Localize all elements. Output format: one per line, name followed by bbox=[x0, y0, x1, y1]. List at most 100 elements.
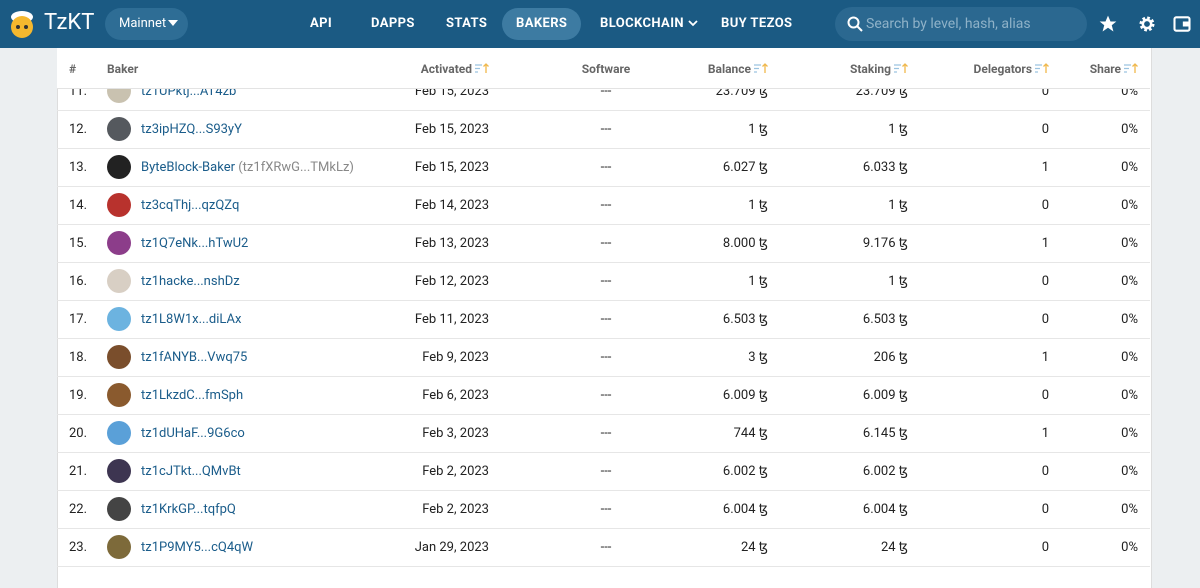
cell-software: --- bbox=[600, 84, 612, 99]
cell-share: 0% bbox=[1121, 540, 1138, 555]
nav-item[interactable]: API bbox=[310, 16, 333, 31]
cell-num: 17. bbox=[69, 312, 88, 327]
baker-avatar[interactable] bbox=[107, 383, 131, 407]
baker-link[interactable]: tz1Q7eNk...hTwU2 bbox=[141, 236, 249, 251]
cell-num: 14. bbox=[69, 198, 88, 213]
table-row: 15. tz1Q7eNk...hTwU2 Feb 13, 2023 --- 8.000 … bbox=[57, 224, 1150, 263]
cell-num: 22. bbox=[69, 502, 88, 517]
baker-link[interactable]: tz1L8W1x...diLAx bbox=[141, 312, 242, 327]
cell-share: 0% bbox=[1121, 464, 1138, 479]
cell-software: --- bbox=[600, 122, 612, 137]
cell-share: 0% bbox=[1121, 502, 1138, 517]
wallet-icon[interactable] bbox=[1172, 14, 1192, 34]
column-label: Staking bbox=[849, 62, 891, 76]
cell-software: --- bbox=[600, 540, 612, 555]
baker-link[interactable]: tz1cJTkt...QMvBt bbox=[141, 464, 241, 479]
settings-icon[interactable] bbox=[1137, 14, 1157, 34]
cell-num: 15. bbox=[69, 236, 88, 251]
cell-software: --- bbox=[600, 464, 612, 479]
baker-avatar[interactable] bbox=[107, 535, 131, 559]
nav-item[interactable]: STATS bbox=[446, 16, 488, 31]
baker-avatar[interactable] bbox=[107, 155, 131, 179]
chevron bbox=[168, 20, 178, 26]
baker-avatar[interactable] bbox=[107, 345, 131, 369]
column-header[interactable]: Activated bbox=[421, 62, 489, 76]
cell-delegators: 0 bbox=[1041, 388, 1049, 403]
search-icon bbox=[847, 16, 863, 32]
cell-share: 0% bbox=[1121, 426, 1138, 441]
column-header[interactable]: Balance bbox=[708, 62, 768, 76]
chevron bbox=[687, 20, 698, 27]
sort-icon bbox=[1124, 63, 1138, 73]
baker-link[interactable]: ByteBlock-Baker bbox=[141, 160, 235, 175]
cell-staking: 6.033 ꜩ bbox=[862, 160, 908, 175]
sort-icon bbox=[475, 63, 489, 73]
table-row: 17. tz1L8W1x...diLAx Feb 11, 2023 --- 6.503 … bbox=[57, 300, 1150, 339]
logo[interactable] bbox=[6, 8, 38, 40]
cell-delegators: 1 bbox=[1041, 160, 1049, 175]
cell-delegators: 0 bbox=[1041, 122, 1049, 137]
cell-balance: 6.027 ꜩ bbox=[722, 160, 768, 175]
baker-link[interactable]: tz1fANYB...Vwq75 bbox=[141, 350, 248, 365]
brand[interactable]: TzKT bbox=[44, 10, 95, 35]
column-header[interactable]: Staking bbox=[850, 62, 908, 76]
cell-activated: Feb 11, 2023 bbox=[414, 312, 489, 327]
cell-share: 0% bbox=[1121, 122, 1138, 137]
nav-item[interactable]: BUY TEZOS bbox=[721, 16, 793, 31]
baker-avatar[interactable] bbox=[107, 117, 131, 141]
baker-avatar[interactable] bbox=[107, 269, 131, 293]
search-box[interactable]: Search by level, hash, alias bbox=[835, 7, 1087, 41]
top-bar: TzKT Mainnet API DAPPS STATS BAKERS BLOC… bbox=[0, 0, 1200, 48]
nav-item[interactable]: BLOCKCHAIN bbox=[600, 8, 698, 40]
cell-num: 20. bbox=[69, 426, 88, 441]
baker-link[interactable]: tz1hacke...nshDz bbox=[141, 274, 240, 289]
column-header[interactable]: Delegators bbox=[974, 62, 1049, 76]
baker-link[interactable]: tz1dUHaF...9G6co bbox=[141, 426, 245, 441]
cell-activated: Feb 12, 2023 bbox=[414, 274, 489, 289]
cell-num: 16. bbox=[69, 274, 88, 289]
baker-avatar[interactable] bbox=[107, 459, 131, 483]
baker-avatar[interactable] bbox=[107, 307, 131, 331]
cell-activated: Feb 2, 2023 bbox=[422, 464, 489, 479]
cell-software: --- bbox=[600, 502, 612, 517]
cell-baker: tz1hacke...nshDz bbox=[141, 274, 240, 289]
column-label: Balance bbox=[707, 62, 751, 76]
cell-staking: 6.145 ꜩ bbox=[862, 426, 908, 441]
cell-staking: 24 ꜩ bbox=[880, 540, 908, 555]
baker-link[interactable]: tz1KrkGP...tqfpQ bbox=[141, 502, 236, 517]
column-header[interactable]: Share bbox=[1090, 62, 1138, 76]
baker-avatar[interactable] bbox=[107, 231, 131, 255]
cell-software: --- bbox=[600, 236, 612, 251]
baker-link[interactable]: tz3ipHZQ...S93yY bbox=[141, 122, 242, 137]
cell-share: 0% bbox=[1121, 312, 1138, 327]
baker-avatar[interactable] bbox=[107, 421, 131, 445]
baker-link[interactable]: tz1P9MY5...cQ4qW bbox=[141, 540, 254, 555]
baker-avatar[interactable] bbox=[107, 193, 131, 217]
favorites-icon[interactable] bbox=[1098, 14, 1118, 34]
table-row: 18. tz1fANYB...Vwq75 Feb 9, 2023 --- 3 ꜩ 206 … bbox=[57, 338, 1150, 377]
nav-item[interactable]: BAKERS bbox=[502, 8, 582, 40]
cell-num: 13. bbox=[69, 160, 88, 175]
cell-delegators: 0 bbox=[1041, 198, 1049, 213]
nav-item[interactable]: DAPPS bbox=[371, 16, 415, 31]
column-label: Activated bbox=[420, 62, 472, 76]
cell-staking: 1 ꜩ bbox=[888, 122, 908, 137]
network-select[interactable]: Mainnet bbox=[105, 8, 188, 40]
baker-avatar[interactable] bbox=[107, 497, 131, 521]
cell-software: --- bbox=[600, 388, 612, 403]
table-row: 13. ByteBlock-Baker (tz1fXRwG...TMkLz) Feb… bbox=[57, 148, 1150, 187]
baker-link[interactable]: tz1LkzdC...fmSph bbox=[141, 388, 244, 403]
cell-share: 0% bbox=[1121, 236, 1138, 251]
baker-link[interactable]: tz3cqThj...qzQZq bbox=[141, 198, 240, 213]
cell-balance: 6.503 ꜩ bbox=[722, 312, 768, 327]
cell-staking: 6.503 ꜩ bbox=[862, 312, 908, 327]
cell-balance: 744 ꜩ bbox=[733, 426, 768, 441]
cell-balance: 6.004 ꜩ bbox=[722, 502, 768, 517]
cell-num: 18. bbox=[69, 350, 88, 365]
cell-activated: Feb 14, 2023 bbox=[414, 198, 489, 213]
cell-delegators: 0 bbox=[1041, 274, 1049, 289]
table-row: 16. tz1hacke...nshDz Feb 12, 2023 --- 1 ꜩ 1 ꜩ… bbox=[57, 262, 1150, 301]
cell-staking: 6.004 ꜩ bbox=[862, 502, 908, 517]
cell-baker: tz1LkzdC...fmSph bbox=[141, 388, 243, 403]
